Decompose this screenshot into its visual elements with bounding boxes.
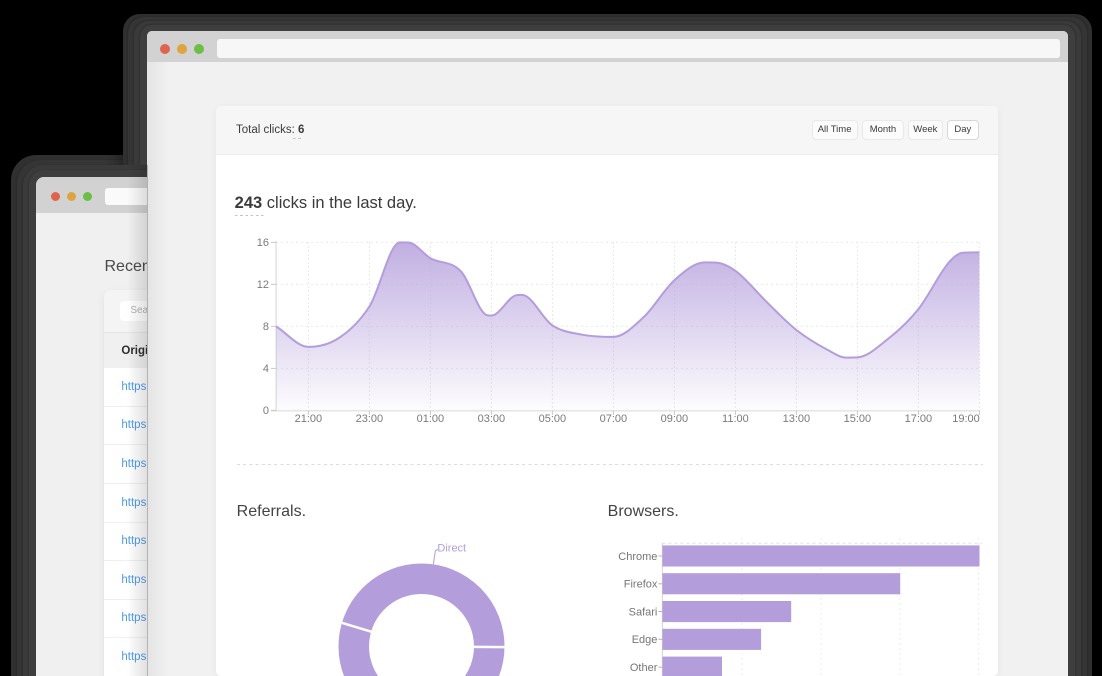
svg-text:Edge: Edge bbox=[632, 634, 658, 646]
svg-text:03:00: 03:00 bbox=[478, 413, 506, 425]
svg-text:12: 12 bbox=[257, 279, 269, 291]
svg-text:4: 4 bbox=[263, 363, 269, 375]
svg-text:15:00: 15:00 bbox=[844, 413, 872, 425]
svg-text:Other: Other bbox=[630, 662, 658, 674]
svg-text:Safari: Safari bbox=[629, 606, 658, 618]
svg-text:07:00: 07:00 bbox=[600, 413, 628, 425]
svg-text:23:00: 23:00 bbox=[356, 413, 384, 425]
svg-text:01:00: 01:00 bbox=[417, 413, 445, 425]
svg-text:11:00: 11:00 bbox=[722, 413, 749, 425]
svg-text:Chrome: Chrome bbox=[618, 551, 657, 563]
svg-text:16: 16 bbox=[257, 237, 269, 249]
svg-text:13:00: 13:00 bbox=[783, 413, 811, 425]
svg-text:05:00: 05:00 bbox=[539, 413, 567, 425]
svg-text:09:00: 09:00 bbox=[661, 413, 689, 425]
svg-text:0: 0 bbox=[263, 405, 269, 417]
svg-text:19:00: 19:00 bbox=[952, 413, 980, 425]
svg-text:Direct: Direct bbox=[437, 543, 466, 555]
svg-text:21:00: 21:00 bbox=[295, 413, 323, 425]
svg-text:17:00: 17:00 bbox=[905, 413, 933, 425]
svg-text:Firefox: Firefox bbox=[624, 579, 658, 591]
svg-text:8: 8 bbox=[263, 321, 269, 333]
